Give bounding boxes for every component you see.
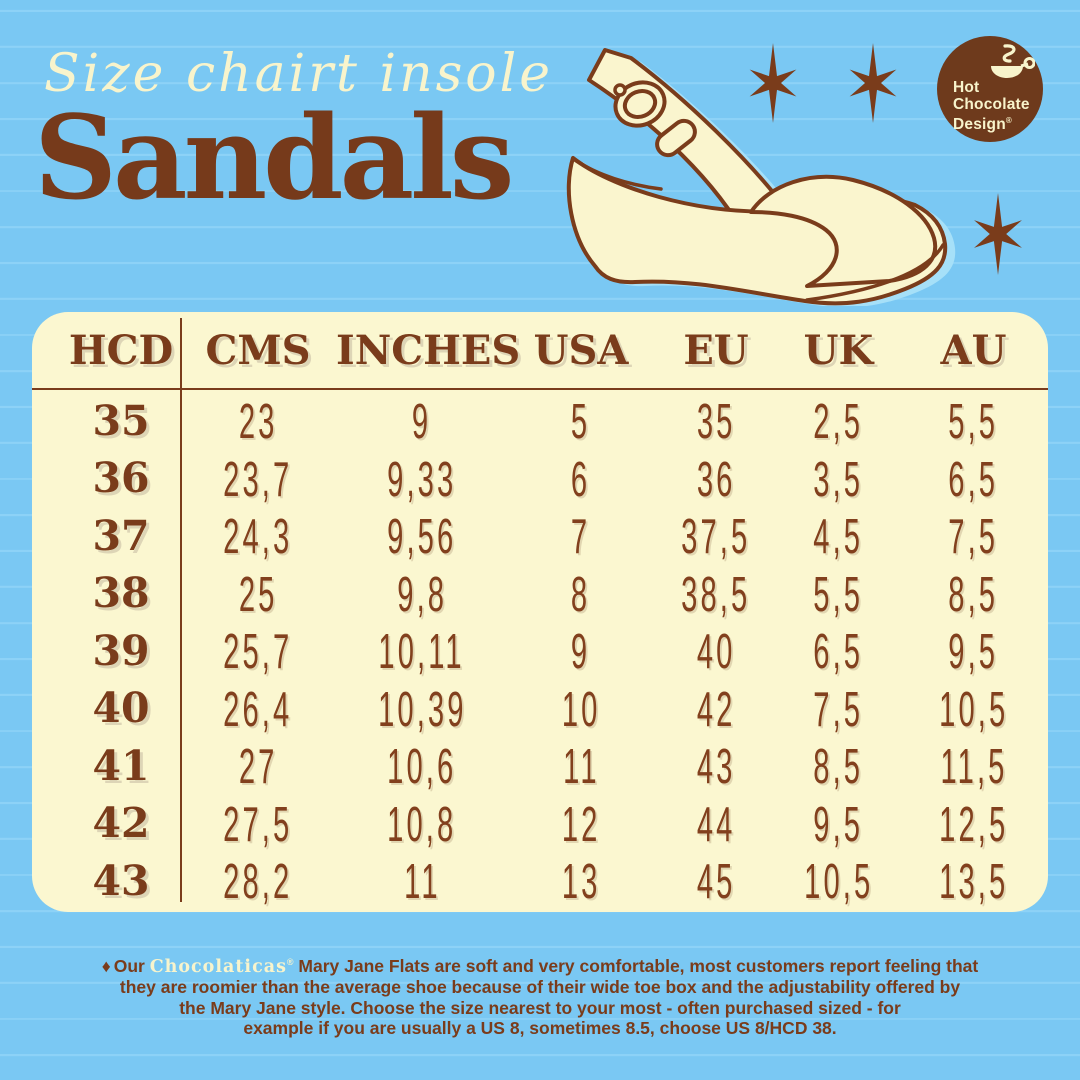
table-cell: 10,5 <box>803 852 874 909</box>
table-cell: 45 <box>696 852 736 909</box>
table-cell: 11 <box>403 852 441 909</box>
row-label-hcd-43: 43 <box>92 856 150 905</box>
diamond-bullet-icon: ♦ <box>101 955 111 976</box>
footer-line-3: the Mary Jane style. Choose the size nea… <box>179 997 901 1018</box>
logo-wordmark: Hot Chocolate Design® <box>953 79 1030 134</box>
table-cell: 35 <box>696 392 736 449</box>
table-cell: 5,5 <box>813 565 864 622</box>
table-cell: 40 <box>696 622 736 679</box>
table-header-row: HCD CMS INCHES USA EU UK AU <box>32 312 1048 390</box>
table-cell: 2,5 <box>813 392 864 449</box>
column-header-au: AU <box>940 326 1007 374</box>
table-cell: 24,3 <box>223 507 293 564</box>
logo-line-2: Chocolate <box>953 95 1030 113</box>
logo-line-3: Design® <box>953 116 1012 134</box>
table-cell: 11 <box>562 737 600 794</box>
row-label-hcd-39: 39 <box>92 626 150 675</box>
footer-line-2: they are roomier than the average shoe b… <box>119 977 961 998</box>
table-cell: 8,5 <box>948 565 999 622</box>
brand-logo: Hot Chocolate Design® <box>937 36 1043 142</box>
table-cell: 9,8 <box>397 565 447 622</box>
table-cell: 37,5 <box>681 507 751 564</box>
table-cell: 10,8 <box>387 795 457 852</box>
table-cell: 9,5 <box>813 795 864 852</box>
table-cell: 36 <box>696 450 736 507</box>
column-header-hcd: HCD <box>68 326 174 374</box>
table-cell: 25 <box>238 565 278 622</box>
table-cell: 7 <box>571 507 591 564</box>
table-cell: 10,11 <box>378 622 466 679</box>
table-cell: 6,5 <box>948 450 999 507</box>
hot-chocolate-cup-icon <box>991 44 1035 78</box>
table-cell: 5 <box>571 392 591 449</box>
row-label-hcd-38: 38 <box>92 569 150 618</box>
table-cell: 10 <box>561 680 601 737</box>
table-cell: 23 <box>238 392 278 449</box>
column-header-eu: EU <box>683 326 749 374</box>
row-label-hcd-35: 35 <box>92 396 150 445</box>
table-cell: 28,2 <box>223 852 293 909</box>
table-cell: 12 <box>561 795 601 852</box>
table-cell: 10,39 <box>377 680 467 737</box>
table-cell: 6 <box>571 450 591 507</box>
row-label-hcd-37: 37 <box>92 511 150 560</box>
row-label-hcd-41: 41 <box>92 741 150 790</box>
table-cell: 25,7 <box>223 622 293 679</box>
registered-mark: ® <box>286 957 294 967</box>
star-icon <box>969 191 1027 277</box>
size-chart-table: HCD CMS INCHES USA EU UK AU 35 23 9 5 35 2,5 5,5 36 23… <box>32 312 1048 912</box>
table-cell: 4,5 <box>813 507 864 564</box>
column-header-inches: INCHES <box>336 326 521 374</box>
table-cell: 27 <box>238 737 278 794</box>
table-cell: 7,5 <box>948 507 999 564</box>
table-cell: 26,4 <box>223 680 293 737</box>
column-header-uk: UK <box>803 326 874 374</box>
table-cell: 8 <box>571 565 591 622</box>
table-cell: 8,5 <box>813 737 864 794</box>
page-title: Sandals <box>34 91 515 226</box>
table-body: 35 23 9 5 35 2,5 5,5 36 23,7 9,33 6 36 3,5 6,5 37 24,3 9… <box>32 390 1048 910</box>
column-divider <box>180 318 182 902</box>
table-cell: 9,33 <box>387 450 457 507</box>
table-cell: 9 <box>412 392 432 449</box>
table-cell: 12,5 <box>938 795 1009 852</box>
footer-line-4: example if you are usually a US 8, somet… <box>243 1018 837 1039</box>
table-cell: 42 <box>696 680 736 737</box>
table-cell: 23,7 <box>223 450 293 507</box>
table-cell: 10,5 <box>938 680 1009 737</box>
row-label-hcd-42: 42 <box>92 799 150 848</box>
table-cell: 9,56 <box>387 507 457 564</box>
table-cell: 7,5 <box>813 680 864 737</box>
registered-mark: ® <box>1005 116 1012 125</box>
row-label-hcd-36: 36 <box>92 454 150 503</box>
brand-name-chocolaticas: Chocolaticas <box>149 956 287 977</box>
table-cell: 11,5 <box>940 737 1007 794</box>
table-cell: 9,5 <box>948 622 999 679</box>
column-header-cms: CMS <box>205 326 311 374</box>
footer-line-1: ♦ Our Chocolaticas® Mary Jane Flats are s… <box>101 955 979 977</box>
table-cell: 3,5 <box>813 450 864 507</box>
row-label-hcd-40: 40 <box>92 684 150 733</box>
table-cell: 10,6 <box>387 737 457 794</box>
table-cell: 27,5 <box>223 795 293 852</box>
table-cell: 13,5 <box>938 852 1009 909</box>
column-header-usa: USA <box>533 326 629 374</box>
table-cell: 44 <box>696 795 736 852</box>
table-cell: 43 <box>696 737 736 794</box>
footer-note: ♦ Our Chocolaticas® Mary Jane Flats are s… <box>90 952 990 1039</box>
table-cell: 6,5 <box>813 622 864 679</box>
logo-line-1: Hot <box>953 79 980 96</box>
sandal-illustration <box>566 48 956 306</box>
table-cell: 38,5 <box>681 565 751 622</box>
strap-keeper <box>655 118 697 158</box>
star-icon <box>845 41 901 125</box>
script-subtitle: Size chairt insole <box>44 44 553 104</box>
star-icon <box>745 41 801 125</box>
table-cell: 5,5 <box>948 392 999 449</box>
table-cell: 13 <box>561 852 601 909</box>
table-cell: 9 <box>571 622 591 679</box>
